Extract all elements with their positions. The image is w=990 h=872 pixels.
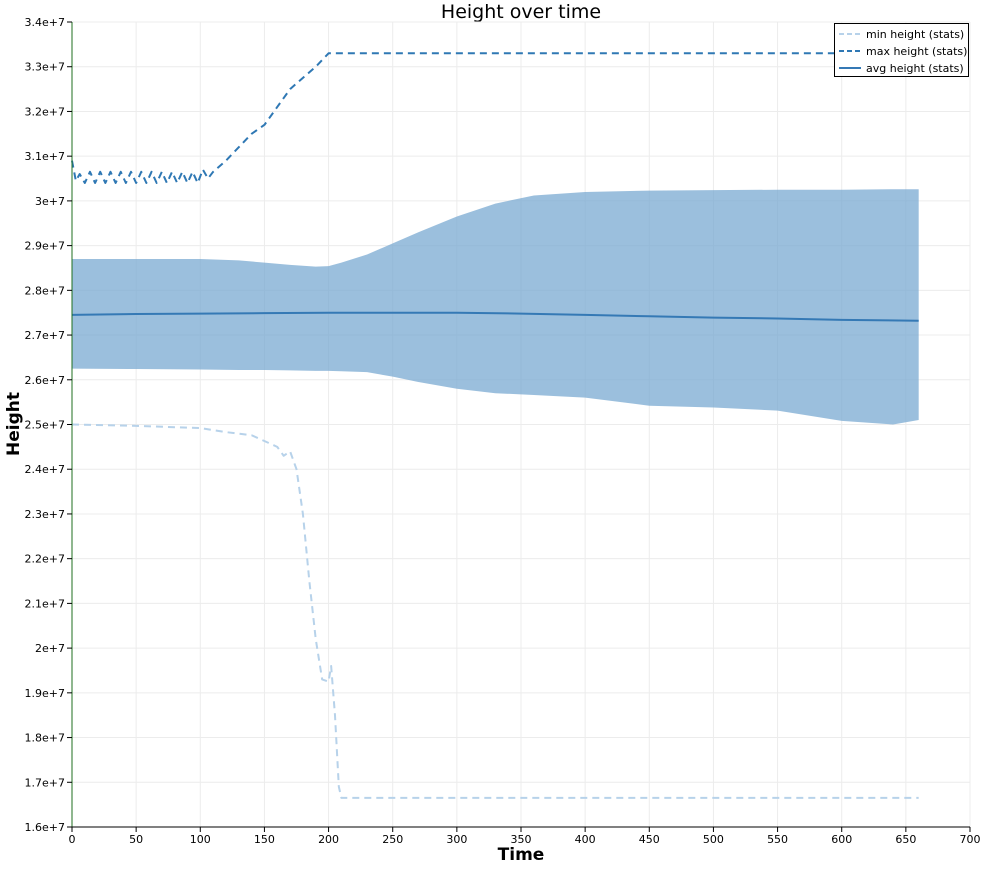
x-tick-label: 400: [575, 833, 596, 846]
legend-swatch-max: [839, 50, 861, 52]
x-tick-label: 150: [254, 833, 275, 846]
legend-item-avg: avg height (stats): [839, 60, 964, 76]
x-tick-label: 700: [960, 833, 981, 846]
series-lines: [71, 52, 919, 799]
y-tick-label: 2.6e+7: [25, 374, 65, 387]
x-tick-label: 100: [190, 833, 211, 846]
y-tick-label: 2e+7: [35, 642, 65, 655]
y-tick-label: 2.2e+7: [25, 553, 65, 566]
x-axis-label: Time: [497, 845, 545, 865]
min-max-range-band: [72, 189, 919, 425]
x-tick-label: 350: [511, 833, 532, 846]
legend-label-min: min height (stats): [866, 27, 965, 41]
series-min-height-line: [71, 423, 919, 799]
y-axis-label: Height: [4, 392, 24, 456]
series-max-height-line: [71, 52, 919, 184]
y-tick-label: 2.5e+7: [25, 419, 65, 432]
series-avg-height-line: [71, 311, 919, 322]
grid-lines: [71, 21, 971, 828]
legend: min height (stats) max height (stats) av…: [834, 23, 969, 77]
x-tick-label: 300: [446, 833, 467, 846]
legend-label-avg: avg height (stats): [866, 61, 964, 75]
y-tick-label: 2.8e+7: [25, 284, 65, 297]
legend-swatch-min: [839, 33, 861, 35]
y-tick-label: 2.4e+7: [25, 463, 65, 476]
x-tick-label: 250: [382, 833, 403, 846]
y-tick-label: 1.8e+7: [25, 732, 65, 745]
chart-title: Height over time: [440, 1, 602, 23]
y-tick-label: 1.6e+7: [25, 821, 65, 834]
y-tick-label: 3.3e+7: [25, 61, 65, 74]
y-tick-label: 3.2e+7: [25, 105, 65, 118]
y-tick-label: 3.4e+7: [25, 16, 65, 29]
legend-item-min: min height (stats): [839, 26, 964, 42]
legend-swatch-avg: [839, 67, 861, 69]
x-tick-label: 600: [831, 833, 852, 846]
y-axis-ticks: 1.6e+7 1.7e+7 1.8e+7 1.9e+7 2e+7 2.1e+7 2.2e+7…: [25, 16, 72, 834]
y-tick-label: 2.7e+7: [25, 329, 65, 342]
y-tick-label: 2.1e+7: [25, 597, 65, 610]
y-tick-label: 3e+7: [35, 195, 65, 208]
y-tick-label: 3.1e+7: [25, 150, 65, 163]
x-axis-ticks: 0 50 100 150 200 250 300 350 400 450 500 550 600 650 7…: [69, 827, 981, 846]
x-tick-label: 0: [69, 833, 76, 846]
y-tick-label: 1.9e+7: [25, 687, 65, 700]
legend-label-max: max height (stats): [866, 44, 968, 58]
x-tick-label: 650: [895, 833, 916, 846]
y-tick-label: 2.3e+7: [25, 508, 65, 521]
x-tick-label: 200: [318, 833, 339, 846]
y-tick-label: 1.7e+7: [25, 776, 65, 789]
range-band: [72, 189, 919, 425]
x-tick-label: 450: [639, 833, 660, 846]
x-tick-label: 50: [129, 833, 143, 846]
legend-item-max: max height (stats): [839, 43, 967, 59]
x-tick-label: 500: [703, 833, 724, 846]
x-tick-label: 550: [767, 833, 788, 846]
y-tick-label: 2.9e+7: [25, 240, 65, 253]
